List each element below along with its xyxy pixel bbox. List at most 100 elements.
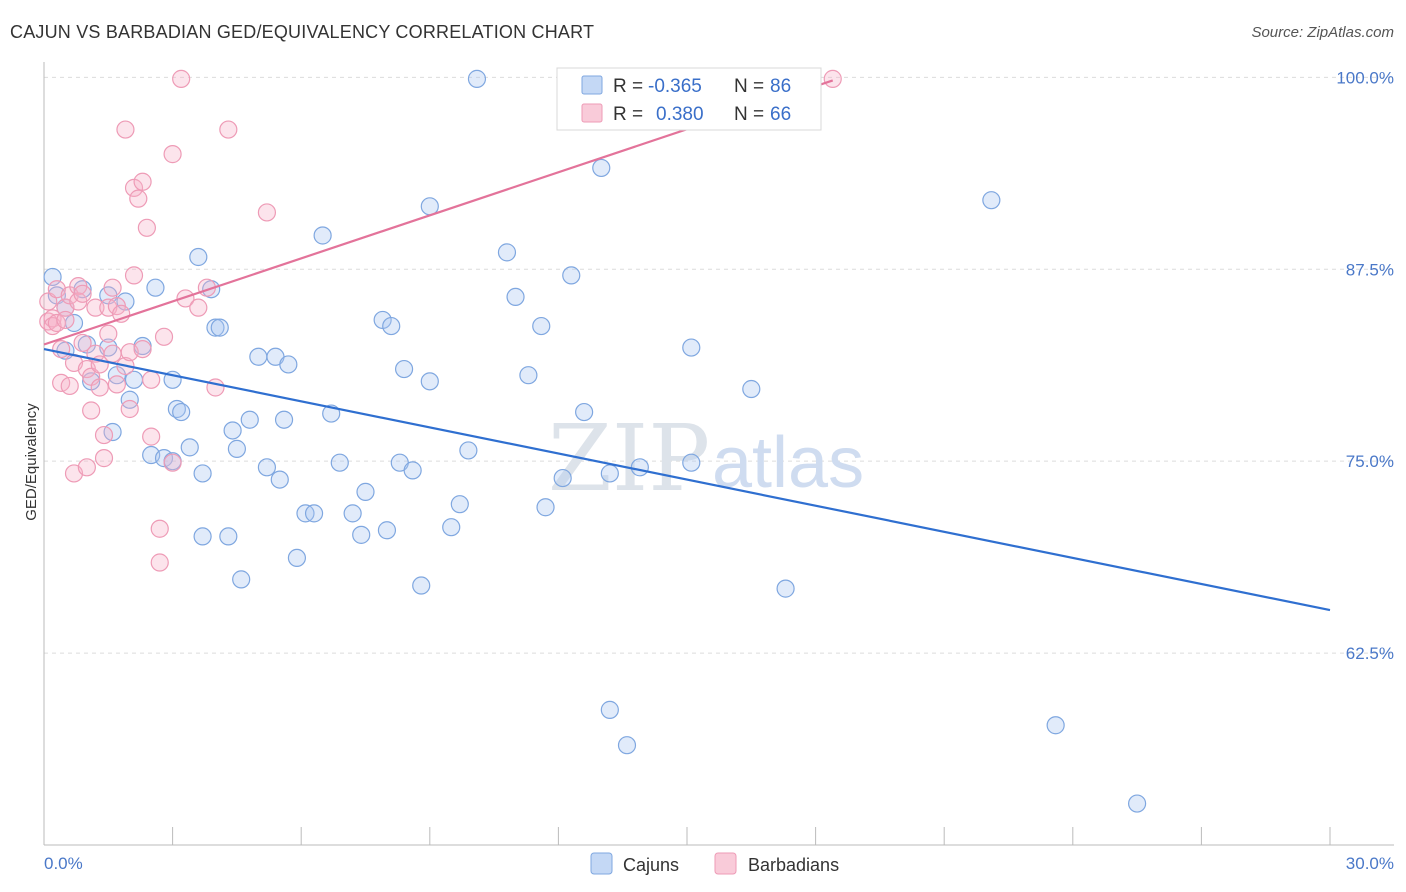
- legend-swatch-cajuns: [581, 75, 603, 95]
- cajun-point-62: [467, 69, 487, 88]
- barbadian-point-6: [52, 340, 71, 359]
- cajun-point-25: [193, 527, 212, 546]
- barbadian-point-30: [103, 344, 122, 363]
- cajun-point-44: [313, 226, 332, 245]
- bottom-legend-label-cajuns: Cajuns: [623, 855, 679, 875]
- barbadian-point-27: [94, 449, 114, 468]
- x-tick-label-0: 0.0%: [44, 854, 83, 873]
- cajun-point-29: [210, 318, 229, 337]
- cajun-point-60: [450, 495, 469, 514]
- cajun-point-13: [120, 390, 139, 409]
- cajun-point-71: [592, 158, 611, 178]
- cajun-point-47: [343, 504, 362, 523]
- legend-swatch-barbadians: [581, 103, 603, 123]
- barbadian-point-58: [257, 203, 277, 222]
- source-credit: Source: ZipAtlas.com: [1251, 24, 1394, 41]
- barbadian-point-43: [133, 340, 152, 359]
- legend-n-value-0: 86: [770, 76, 791, 97]
- cajun-point-72: [600, 464, 619, 483]
- barbadian-point-40: [124, 266, 144, 285]
- barbadian-point-16: [73, 333, 92, 353]
- barbadian-point-0: [39, 292, 58, 311]
- barbadian-point-31: [103, 278, 122, 297]
- legend-n-label-0: N =: [734, 76, 764, 97]
- cajun-point-38: [270, 470, 289, 489]
- watermark-zip: ZIP: [548, 405, 710, 512]
- watermark: ZIP atlas: [548, 405, 864, 512]
- cajun-point-68: [553, 468, 572, 488]
- barbadian-point-44: [137, 218, 156, 237]
- barbadian-point-42: [133, 172, 152, 191]
- grid: [44, 76, 1394, 654]
- cajun-point-74: [617, 736, 637, 755]
- watermark-atlas: atlas: [712, 423, 864, 503]
- cajun-point-39: [274, 410, 294, 429]
- cajun-point-31: [223, 421, 242, 440]
- barbadian-point-33: [107, 375, 126, 394]
- y-tick-label-0: 62.5%: [1346, 644, 1394, 663]
- barbadian-point-49: [154, 327, 174, 346]
- cajun-point-55: [403, 461, 422, 480]
- cajun-point-82: [1127, 794, 1147, 813]
- legend-n-label-1: N =: [734, 104, 764, 125]
- cajun-point-51: [377, 521, 397, 540]
- legend-n-value-1: 66: [770, 104, 791, 125]
- bottom-legend-swatch-cajuns: [590, 852, 613, 875]
- cajun-point-35: [249, 347, 268, 366]
- cajun-point-48: [352, 525, 371, 544]
- cajun-point-32: [227, 439, 246, 458]
- barbadian-point-48: [150, 553, 169, 572]
- cajun-point-23: [180, 438, 199, 457]
- barbadian-point-22: [86, 298, 105, 317]
- y-tick-label-1: 75.0%: [1346, 452, 1394, 471]
- bottom-legend: Cajuns Barbadians: [590, 852, 839, 875]
- legend-r-value-0: -0.365: [648, 76, 702, 97]
- barbadian-point-54: [189, 298, 208, 317]
- barbadian-point-59: [823, 69, 842, 88]
- cajun-point-61: [459, 441, 478, 460]
- barbadian-point-26: [94, 425, 114, 445]
- cajun-point-81: [1046, 716, 1065, 735]
- chart-title: CAJUN VS BARBADIAN GED/EQUIVALENCY CORRE…: [10, 22, 595, 42]
- barbadian-point-52: [172, 69, 191, 88]
- legend: R = -0.365 N = 86 R = 0.380 N = 66: [556, 67, 822, 131]
- cajun-point-30: [219, 527, 238, 546]
- cajun-point-41: [287, 548, 307, 568]
- cajun-point-58: [420, 372, 439, 391]
- bottom-legend-label-barbadians: Barbadians: [748, 855, 839, 875]
- cajun-point-22: [172, 402, 191, 422]
- y-axis-label: GED/Equivalency: [23, 403, 40, 521]
- cajun-point-28: [206, 318, 225, 337]
- cajun-point-66: [532, 316, 551, 336]
- cajun-point-52: [382, 316, 401, 336]
- barbadian-point-17: [73, 284, 92, 303]
- barbadian-point-57: [219, 120, 238, 139]
- data-points: [39, 69, 1147, 813]
- barbadian-point-11: [60, 376, 79, 396]
- cajun-point-80: [982, 191, 1001, 210]
- cajun-point-43: [304, 504, 324, 523]
- cajun-point-36: [257, 458, 277, 477]
- y-tick-label-3: 100.0%: [1336, 68, 1394, 87]
- barbadian-point-9: [56, 310, 75, 330]
- cajun-point-46: [330, 453, 349, 472]
- cajun-point-78: [742, 379, 761, 399]
- bottom-legend-swatch-barbadians: [714, 852, 737, 875]
- cajun-point-76: [682, 453, 701, 472]
- legend-r-label-0: R =: [613, 76, 643, 97]
- cajun-point-59: [442, 518, 461, 537]
- barbadian-point-45: [142, 370, 161, 389]
- barbadian-point-47: [150, 519, 169, 538]
- cajun-point-17: [146, 278, 165, 297]
- x-tick-label-1: 30.0%: [1346, 854, 1394, 873]
- axes: [43, 62, 1394, 846]
- barbadian-point-35: [116, 120, 135, 139]
- cajun-point-33: [232, 570, 251, 589]
- cajun-point-63: [497, 243, 517, 262]
- barbadian-point-21: [82, 401, 101, 420]
- cajun-point-64: [506, 287, 525, 306]
- barbadian-point-29: [99, 324, 118, 343]
- cajun-point-34: [240, 410, 259, 429]
- cajun-point-77: [682, 338, 701, 357]
